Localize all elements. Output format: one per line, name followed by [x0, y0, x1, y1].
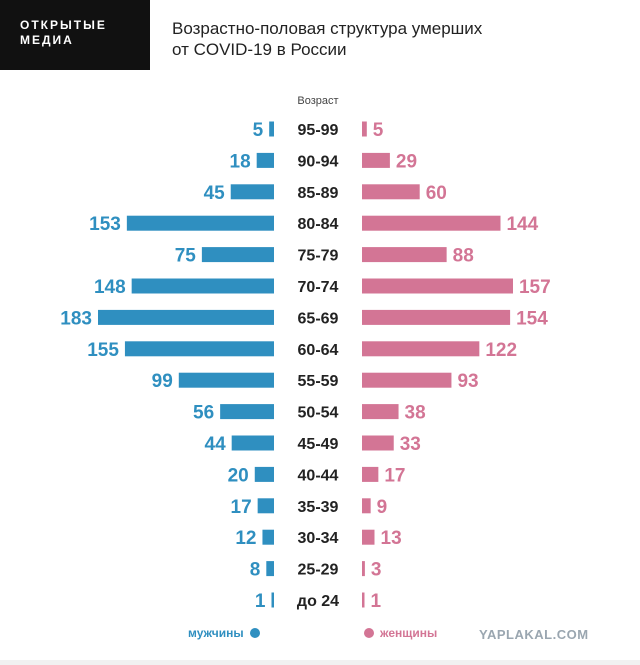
value-women-90-94: 29: [396, 151, 417, 172]
value-men-25-29: 8: [250, 560, 261, 581]
bar-men-65-69: [98, 309, 274, 325]
chart-title: Возрастно-половая структура умерших от C…: [172, 18, 482, 60]
age-label-55-59: 55-59: [298, 373, 339, 390]
value-men-85-89: 45: [204, 183, 226, 204]
bar-men-70-74: [131, 278, 274, 294]
value-women-70-74: 157: [519, 277, 551, 298]
bar-men-75-79: [201, 247, 274, 263]
age-label-35-39: 35-39: [298, 499, 339, 516]
bar-women-85-89: [362, 184, 420, 200]
bar-women-80-84: [362, 215, 501, 231]
age-label-80-84: 80-84: [298, 216, 339, 233]
age-label-30-34: 30-34: [298, 530, 339, 547]
watermark: YAPLAKAL.COM: [479, 627, 589, 642]
bar-women-до-24: [362, 592, 365, 608]
value-women-60-64: 122: [485, 340, 517, 361]
logo: ОТКРЫТЫЕ МЕДИА: [0, 0, 150, 70]
value-women-30-34: 13: [381, 528, 402, 549]
bar-men-95-99: [269, 121, 274, 137]
value-women-95-99: 5: [373, 120, 384, 141]
logo-line-1: ОТКРЫТЫЕ: [20, 18, 107, 32]
bar-women-65-69: [362, 309, 511, 325]
value-men-95-99: 5: [253, 120, 264, 141]
age-label-95-99: 95-99: [298, 122, 339, 139]
value-men-35-39: 17: [231, 497, 252, 518]
bar-men-40-44: [254, 466, 274, 482]
bar-men-30-34: [262, 529, 274, 545]
bar-men-35-39: [257, 498, 274, 514]
bar-women-40-44: [362, 466, 379, 482]
value-men-65-69: 183: [60, 308, 92, 329]
bar-women-55-59: [362, 372, 452, 388]
value-men-75-79: 75: [175, 246, 197, 267]
age-axis-label: Возраст: [297, 95, 338, 107]
logo-line-2: МЕДИА: [20, 33, 74, 47]
value-men-70-74: 148: [94, 277, 126, 298]
value-men-45-49: 44: [205, 434, 227, 455]
age-label-40-44: 40-44: [298, 467, 339, 484]
age-label-65-69: 65-69: [298, 310, 339, 327]
bar-women-95-99: [362, 121, 367, 137]
bar-men-55-59: [178, 372, 274, 388]
legend-men-label: мужчины: [188, 626, 244, 640]
chart-title-line-1: Возрастно-половая структура умерших: [172, 19, 483, 38]
value-men-30-34: 12: [235, 528, 256, 549]
bar-men-80-84: [126, 215, 274, 231]
value-women-55-59: 93: [457, 371, 478, 392]
bar-women-45-49: [362, 435, 394, 451]
value-men-55-59: 99: [152, 371, 173, 392]
age-label-45-49: 45-49: [298, 436, 339, 453]
legend-women-label: женщины: [380, 626, 438, 640]
value-men-90-94: 18: [230, 151, 251, 172]
age-label-90-94: 90-94: [298, 153, 339, 170]
legend-men: мужчины: [188, 626, 260, 640]
bar-women-75-79: [362, 247, 447, 263]
value-women-65-69: 154: [516, 308, 548, 329]
value-women-до-24: 1: [371, 591, 382, 612]
age-label-70-74: 70-74: [298, 279, 339, 296]
value-women-80-84: 144: [506, 214, 538, 235]
bar-men-50-54: [220, 404, 274, 420]
age-label-85-89: 85-89: [298, 185, 339, 202]
bar-women-60-64: [362, 341, 480, 357]
legend-women-dot: [364, 628, 374, 638]
age-label-75-79: 75-79: [298, 248, 339, 265]
bar-women-90-94: [362, 152, 390, 168]
value-men-40-44: 20: [228, 465, 249, 486]
bar-men-85-89: [230, 184, 274, 200]
legend-men-dot: [249, 628, 260, 638]
bar-women-30-34: [362, 529, 375, 545]
legend-women: женщины: [364, 626, 437, 640]
bar-women-50-54: [362, 404, 399, 420]
bar-men-до-24: [271, 592, 274, 608]
bar-men-60-64: [124, 341, 275, 357]
age-label-до-24: до 24: [297, 593, 339, 610]
value-women-40-44: 17: [384, 465, 405, 486]
value-men-50-54: 56: [193, 403, 214, 424]
age-label-60-64: 60-64: [298, 342, 339, 359]
value-women-25-29: 3: [371, 560, 382, 581]
value-men-до-24: 1: [255, 591, 266, 612]
value-women-35-39: 9: [377, 497, 388, 518]
bar-men-45-49: [231, 435, 274, 451]
value-women-50-54: 38: [405, 403, 426, 424]
value-women-85-89: 60: [426, 183, 447, 204]
age-label-50-54: 50-54: [298, 405, 339, 422]
value-men-80-84: 153: [89, 214, 121, 235]
age-label-25-29: 25-29: [298, 562, 339, 579]
value-women-45-49: 33: [400, 434, 421, 455]
value-men-60-64: 155: [87, 340, 119, 361]
bar-women-25-29: [362, 561, 365, 577]
bar-women-35-39: [362, 498, 371, 514]
bar-men-25-29: [266, 561, 274, 577]
value-women-75-79: 88: [453, 246, 474, 267]
chart-title-line-2: от COVID-19 в России: [172, 40, 347, 59]
bottom-divider: [0, 660, 640, 665]
bar-women-70-74: [362, 278, 513, 294]
bar-men-90-94: [256, 152, 274, 168]
